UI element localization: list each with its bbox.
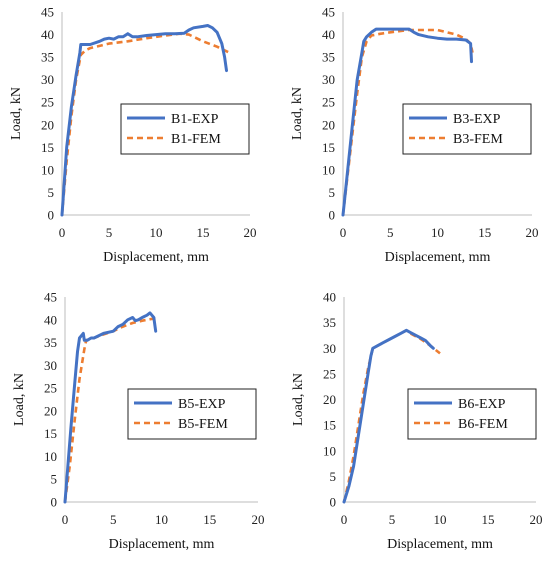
x-tick-label: 10 [155,512,168,527]
legend: B6-EXP B6-FEM [407,388,537,440]
y-tick-label: 30 [323,341,336,356]
y-tick-label: 20 [322,117,335,132]
y-tick-label: 25 [323,366,336,381]
y-tick-label: 40 [322,27,335,42]
legend-label: B5-EXP [178,397,226,412]
series-line-b1-fem [60,32,230,216]
y-tick-label: 10 [41,162,54,177]
legend: B3-EXP B3-FEM [402,103,532,155]
x-tick-label: 20 [530,512,543,527]
legend-box [120,103,250,155]
x-tick-label: 15 [478,225,491,240]
y-axis-label: Load, kN [291,373,306,426]
series-line-b5-exp [63,311,158,504]
x-tick-label: 10 [434,512,447,527]
x-tick-label: 15 [197,225,210,240]
chart-panel-1: 0 5 10 15 20 25 30 35 40 45 0 5 10 15 20 Displacement, … [9,5,257,266]
y-tick-label: 20 [44,403,57,418]
y-axis-label: Load, kN [290,87,305,140]
y-tick-label: 25 [41,95,54,110]
y-tick-label: 5 [330,469,337,484]
legend-label: B6-FEM [458,417,508,432]
y-tick-label: 5 [51,472,58,487]
x-tick-label: 5 [110,512,117,527]
y-tick-label: 25 [322,95,335,110]
x-tick-label: 20 [244,225,257,240]
y-tick-label: 20 [323,392,336,407]
y-tick-label: 25 [44,381,57,396]
y-tick-label: 45 [322,5,335,20]
y-tick-label: 0 [48,208,55,223]
y-tick-label: 35 [44,335,57,350]
x-tick-label: 15 [203,512,216,527]
y-tick-label: 15 [44,426,57,441]
y-tick-label: 15 [322,140,335,155]
y-tick-label: 5 [48,185,55,200]
legend-box [402,103,532,155]
x-tick-label: 10 [431,225,444,240]
y-tick-label: 40 [323,290,336,305]
y-tick-label: 40 [41,27,54,42]
y-tick-label: 10 [44,449,57,464]
y-tick-label: 10 [323,443,336,458]
x-tick-label: 5 [389,512,396,527]
y-tick-label: 35 [323,315,336,330]
legend-label: B3-EXP [453,112,501,127]
y-tick-label: 30 [44,358,57,373]
series-line-b3-exp [341,27,473,217]
x-tick-label: 5 [387,225,394,240]
legend-label: B5-FEM [178,417,228,432]
legend-label: B3-FEM [453,132,503,147]
x-tick-label: 0 [62,512,69,527]
y-tick-label: 0 [51,495,58,510]
series-line-b5-fem [63,317,157,503]
y-tick-label: 15 [323,418,336,433]
x-tick-label: 0 [340,225,347,240]
x-axis-label: Displacement, mm [103,250,209,265]
legend-label: B1-FEM [171,132,221,147]
y-tick-label: 30 [322,72,335,87]
x-tick-label: 20 [252,512,265,527]
legend: B1-EXP B1-FEM [120,103,250,155]
x-axis-label: Displacement, mm [387,537,493,552]
y-tick-label: 40 [44,312,57,327]
x-tick-label: 20 [526,225,539,240]
y-tick-label: 20 [41,117,54,132]
x-tick-label: 15 [482,512,495,527]
x-tick-label: 0 [59,225,66,240]
series-line-b1-exp [60,24,228,217]
y-tick-label: 15 [41,140,54,155]
y-tick-label: 35 [41,50,54,65]
legend-label: B6-EXP [458,397,506,412]
x-axis-label: Displacement, mm [385,250,491,265]
chart-panel-3: 0 5 10 15 20 25 30 35 40 45 0 5 10 15 20 Displacement, … [12,290,265,553]
y-axis-label: Load, kN [12,373,27,426]
y-tick-label: 5 [329,185,336,200]
x-tick-label: 5 [106,225,113,240]
series-line-b3-fem [341,28,474,216]
y-axis-label: Load, kN [9,87,24,140]
legend-box [407,388,537,440]
x-tick-label: 0 [341,512,348,527]
legend-label: B1-EXP [171,112,219,127]
y-tick-label: 0 [330,495,337,510]
chart-panel-4: 0 5 10 15 20 25 30 35 40 0 5 10 15 20 Displacement, mm… [291,290,543,553]
y-tick-label: 45 [44,290,57,305]
y-tick-label: 10 [322,162,335,177]
legend: B5-EXP B5-FEM [127,388,257,440]
x-axis-label: Displacement, mm [109,537,215,552]
y-tick-label: 0 [329,208,336,223]
legend-box [127,388,257,440]
series-line-b6-exp [342,328,435,504]
y-tick-label: 35 [322,50,335,65]
chart-panel-2: 0 5 10 15 20 25 30 35 40 45 0 5 10 15 20 Displacement, … [290,5,539,266]
y-tick-label: 45 [41,5,54,20]
y-tick-label: 30 [41,72,54,87]
x-tick-label: 10 [150,225,163,240]
